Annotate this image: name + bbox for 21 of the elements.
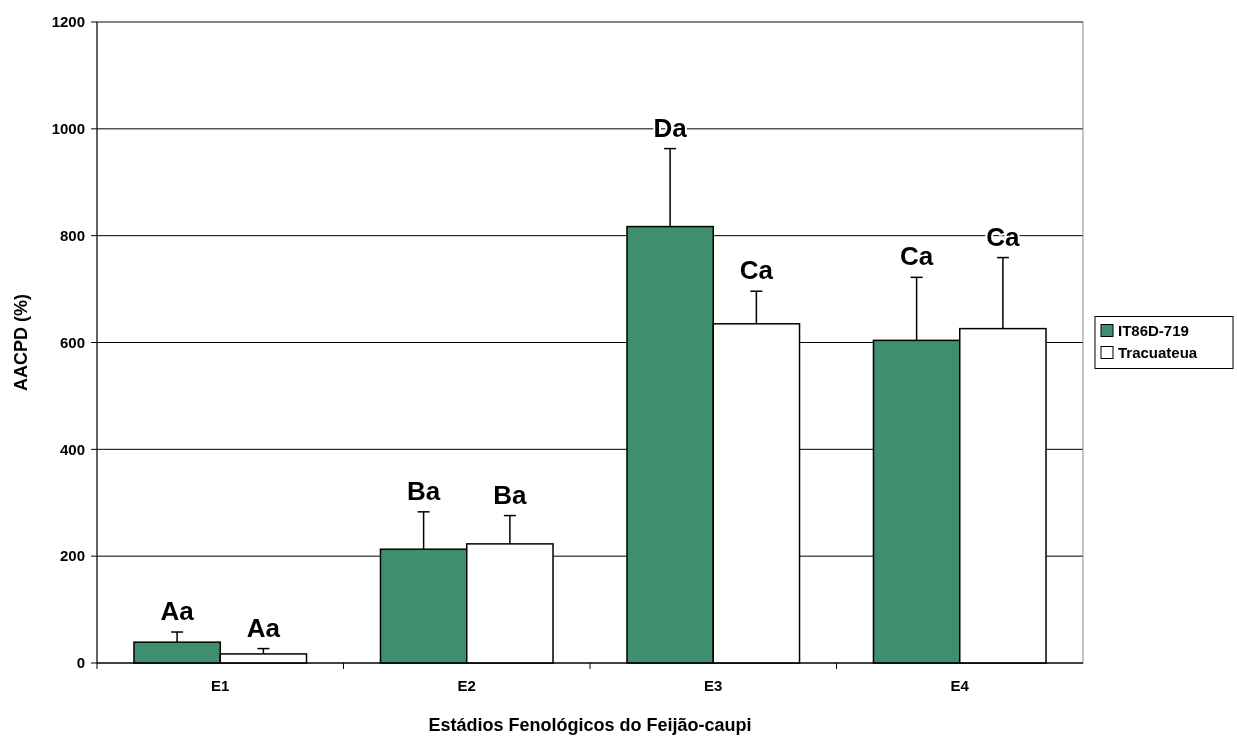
y-axis-title: AACPD (%): [11, 294, 31, 391]
x-tick-label: E2: [457, 677, 476, 694]
x-tick-label: E4: [950, 677, 970, 694]
x-tick-label: E3: [704, 677, 723, 694]
annotation: Ca: [739, 255, 774, 286]
y-tick-label: 1200: [51, 13, 85, 31]
y-tick-label: 600: [59, 333, 85, 351]
x-tick-label: E1: [211, 677, 230, 694]
y-tick-label: 200: [59, 547, 85, 565]
y-tick-label: 1000: [51, 120, 85, 138]
y-tick-label: 800: [59, 226, 85, 244]
annotation: Ca: [899, 241, 934, 272]
annotation: Aa: [246, 612, 281, 643]
legend-label: IT86D-719: [1118, 321, 1189, 339]
x-axis-title: Estádios Fenológicos do Feijão-caupi: [428, 715, 752, 735]
annotation: Ba: [493, 479, 528, 510]
y-tick-label: 0: [76, 654, 85, 672]
annotation: Ba: [406, 475, 441, 506]
annotation: Aa: [160, 596, 195, 627]
y-tick-label: 400: [59, 440, 85, 458]
legend-label: Tracuateua: [1118, 343, 1198, 361]
